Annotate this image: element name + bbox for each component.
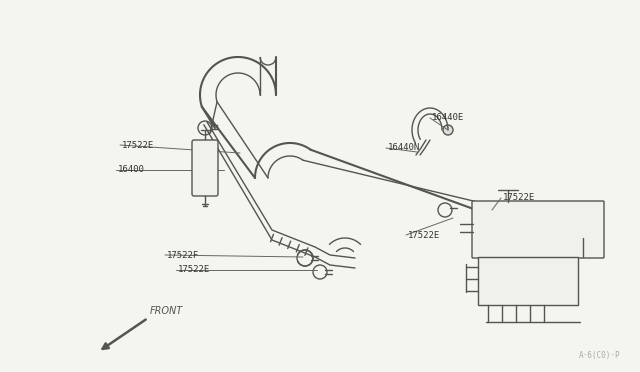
FancyBboxPatch shape (472, 201, 604, 258)
Text: 16400: 16400 (118, 166, 145, 174)
Text: 16440E: 16440E (432, 113, 464, 122)
Text: 17522F: 17522F (167, 250, 199, 260)
Bar (478, 257, 578, 305)
Text: 17522E: 17522E (122, 141, 154, 150)
Text: 17522E: 17522E (408, 231, 440, 240)
Text: FRONT: FRONT (150, 306, 183, 316)
Text: 17522E: 17522E (503, 193, 535, 202)
Text: 16440N: 16440N (388, 144, 420, 153)
Circle shape (443, 125, 453, 135)
Text: 17522E: 17522E (178, 266, 211, 275)
Text: A·6(C0)·P: A·6(C0)·P (579, 351, 620, 360)
FancyBboxPatch shape (192, 140, 218, 196)
